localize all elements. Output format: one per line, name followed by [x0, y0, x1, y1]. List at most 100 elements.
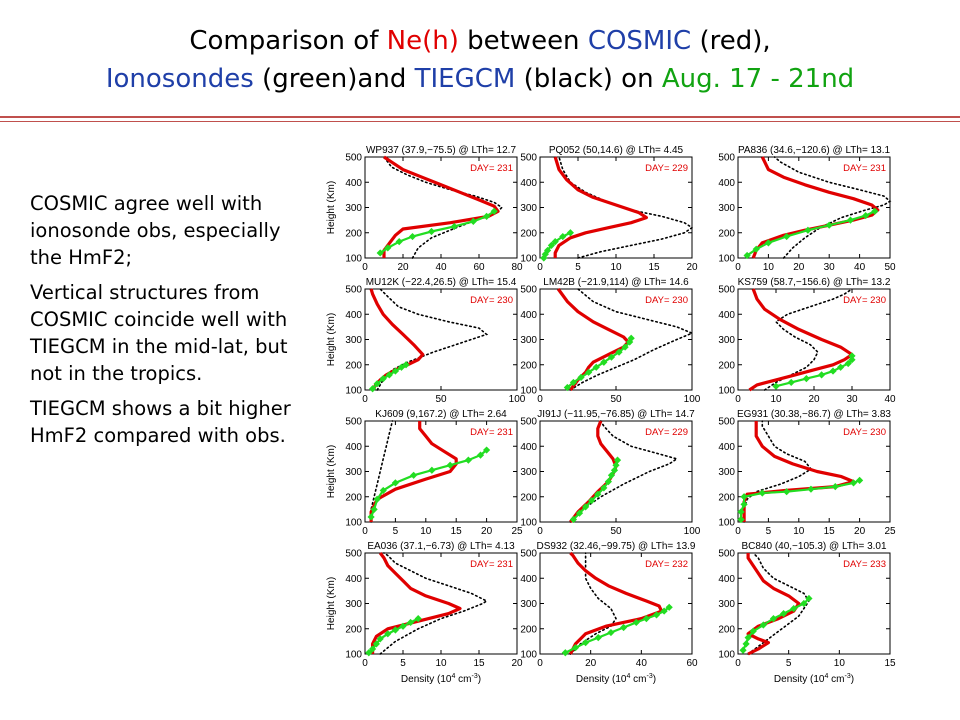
ionosonde-point — [837, 363, 845, 371]
title-line-1: Comparison of Ne(h) between COSMIC (red)… — [0, 22, 960, 60]
panel-title: KS759 (58.7,−156.6) @ LTh= 13.2 — [738, 277, 891, 288]
panel-day-label: DAY= 231 — [470, 559, 513, 570]
x-tick-label: 30 — [846, 394, 858, 405]
title-line-1-segment: Ne(h) — [386, 26, 459, 56]
x-tick-label: 40 — [435, 262, 447, 273]
tiegcm-line — [743, 420, 813, 523]
panel-day-label: DAY= 230 — [470, 295, 513, 306]
y-tick-label: 200 — [345, 228, 362, 239]
x-tick-label: 10 — [420, 526, 432, 537]
panel-day-label: DAY= 233 — [843, 559, 886, 570]
x-tick-label: 100 — [684, 526, 701, 537]
ionosonde-point — [407, 618, 415, 627]
panel-title: BC840 (40,−105.3) @ LTh= 3.01 — [741, 541, 886, 552]
y-tick-label: 200 — [345, 624, 362, 635]
cosmic-line — [569, 420, 618, 523]
ionosonde-point — [780, 610, 788, 618]
x-tick-label: 20 — [397, 262, 409, 273]
ionosonde-point — [620, 623, 628, 632]
ionosonde-point — [848, 356, 856, 364]
ionosonde-point — [783, 488, 791, 496]
x-axis-label-part: cm — [455, 674, 471, 685]
ionosonde-point — [376, 249, 384, 257]
ionosonde-point — [427, 227, 436, 236]
x-tick-label: 5 — [575, 262, 581, 273]
ionosonde-point — [737, 508, 745, 516]
y-tick-label: 100 — [345, 386, 362, 397]
x-tick-label: 10 — [793, 526, 805, 537]
x-tick-label: 60 — [686, 658, 698, 669]
x-tick-label: 40 — [884, 394, 896, 405]
cosmic-line — [369, 288, 425, 391]
title-line-1-segment: between — [458, 26, 588, 56]
x-tick-label: 20 — [808, 394, 820, 405]
y-tick-label: 200 — [718, 492, 735, 503]
ionosonde-point — [428, 466, 436, 474]
x-tick-label: 10 — [770, 394, 782, 405]
ionosonde-point — [385, 371, 393, 379]
profile-panel: WP937 (37.9,−75.5) @ LTh= 12.7 DAY= 231 10… — [326, 145, 523, 273]
y-axis-label: Height (Km) — [326, 313, 337, 366]
ionosonde-point — [743, 251, 751, 260]
ionosonde-point — [849, 479, 858, 487]
x-tick-label: 5 — [786, 658, 792, 669]
ionosonde-point — [399, 622, 407, 630]
x-tick-label: 100 — [509, 394, 526, 405]
ionosonde-point — [642, 615, 650, 623]
x-tick-label: 0 — [362, 394, 368, 405]
x-tick-label: 40 — [854, 262, 866, 273]
x-tick-label: 0 — [537, 658, 543, 669]
panel-day-label: DAY= 229 — [645, 163, 688, 174]
tiegcm-line — [370, 420, 394, 523]
cosmic-line — [369, 421, 458, 522]
x-axis-label-part: 4 — [451, 673, 455, 680]
ionosonde-point — [787, 378, 795, 387]
ionosonde-point — [871, 207, 879, 215]
title-line-2-segment: (green)and — [253, 64, 415, 94]
y-tick-label: 500 — [520, 153, 537, 164]
x-tick-label: 0 — [362, 526, 368, 537]
ionosonde-point — [402, 361, 410, 369]
y-tick-label: 500 — [345, 417, 362, 428]
ionosonde-point — [563, 383, 571, 392]
x-tick-label: 10 — [763, 262, 775, 273]
x-tick-label: 25 — [511, 526, 523, 537]
y-tick-label: 500 — [345, 285, 362, 296]
x-tick-label: 15 — [884, 658, 896, 669]
ionosonde-point — [604, 478, 612, 486]
ionosonde-point — [566, 229, 574, 237]
y-tick-label: 200 — [520, 492, 537, 503]
y-tick-label: 100 — [718, 386, 735, 397]
ionosonde-point — [742, 640, 750, 648]
x-tick-label: 5 — [766, 526, 772, 537]
ionosonde-point — [626, 338, 634, 346]
ionosonde-point — [551, 237, 559, 246]
tiegcm-line — [569, 420, 679, 523]
y-tick-label: 300 — [520, 599, 537, 610]
x-tick-label: 0 — [537, 262, 543, 273]
ionosonde-point — [802, 375, 810, 383]
x-tick-label: 15 — [648, 262, 660, 273]
tiegcm-line — [747, 552, 810, 655]
page-title: Comparison of Ne(h) between COSMIC (red)… — [0, 22, 960, 98]
ionosonde-point — [632, 618, 640, 627]
x-tick-label: 60 — [473, 262, 485, 273]
panel-title: WP937 (37.9,−75.5) @ LTh= 12.7 — [366, 145, 516, 156]
ionosonde-point — [621, 343, 629, 351]
panel-day-label: DAY= 230 — [843, 427, 886, 438]
ionosonde-point — [607, 471, 616, 479]
ionosonde-point — [582, 503, 590, 511]
y-tick-label: 400 — [520, 310, 537, 321]
ionosonde-point — [594, 633, 602, 642]
x-tick-label: 0 — [735, 658, 741, 669]
x-tick-label: 0 — [735, 526, 741, 537]
ionosonde-point — [769, 615, 778, 623]
ionosonde-point — [772, 382, 780, 390]
x-axis-label-part: cm — [828, 674, 844, 685]
ionosonde-point — [825, 221, 833, 229]
x-tick-label: 20 — [793, 262, 805, 273]
ionosonde-point — [594, 490, 602, 498]
panel-title: EA036 (37.1,−6.73) @ LTh= 4.13 — [367, 541, 515, 552]
ionosonde-point — [373, 495, 381, 503]
panel-day-label: DAY= 231 — [470, 427, 513, 438]
